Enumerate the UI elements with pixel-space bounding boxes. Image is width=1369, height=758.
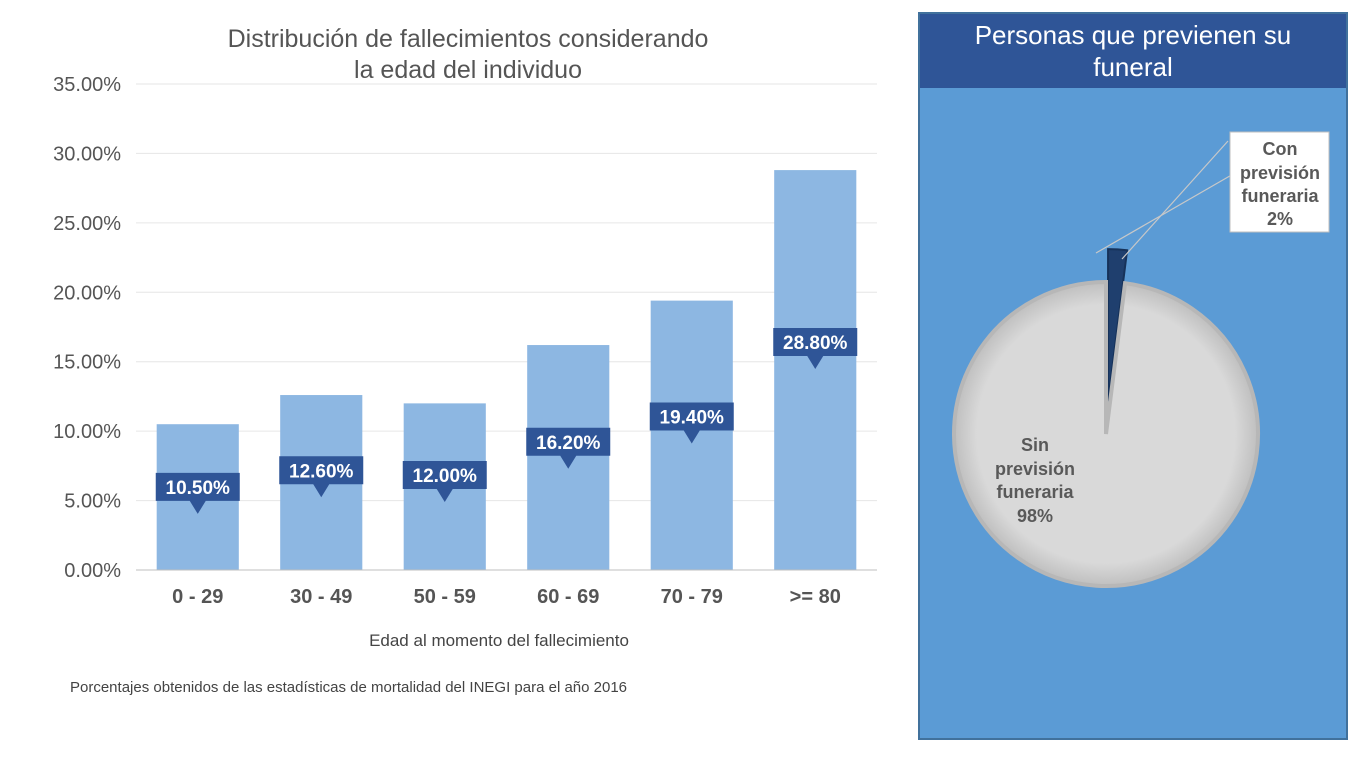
data-label-text: 28.80% <box>783 333 848 354</box>
data-label-box <box>155 472 240 514</box>
small-slice-label-line-2: previsión <box>1240 163 1320 183</box>
bars <box>156 170 857 570</box>
large-slice-label-line-2: previsión <box>995 459 1075 479</box>
data-label: 28.80% <box>773 328 858 370</box>
pie-slice <box>952 279 1260 588</box>
bar-chart-title-line-2: la edad del individuo <box>354 56 582 84</box>
large-slice-label-line-1: Sin <box>1021 435 1049 455</box>
x-tick-label: 50 - 59 <box>414 586 476 608</box>
x-tick-label: 0 - 29 <box>172 586 223 608</box>
y-tick-label: 15.00% <box>53 352 121 374</box>
data-label-box <box>402 461 487 503</box>
y-tick-label: 35.00% <box>53 74 121 96</box>
pie-slice <box>1107 248 1129 402</box>
data-label-text: 12.00% <box>413 466 478 487</box>
y-tick-label: 25.00% <box>53 213 121 235</box>
data-label: 12.60% <box>279 456 364 498</box>
data-label: 10.50% <box>155 472 240 514</box>
data-label-text: 19.40% <box>660 407 725 428</box>
data-label-box <box>649 402 734 444</box>
y-tick-label: 20.00% <box>53 282 121 304</box>
source-note: Porcentajes obtenidos de las estadística… <box>70 679 627 696</box>
data-label: 16.20% <box>526 427 611 469</box>
y-axis-ticks: 0.00% 5.00% 10.00% 15.00% 20.00% 25.00% 30.00%… <box>53 74 121 582</box>
x-axis-title: Edad al momento del fallecimiento <box>369 631 629 650</box>
x-axis-categories: 0 - 29 30 - 49 50 - 59 60 - 69 70 - 79 >= 80 <box>172 586 841 608</box>
data-label: 19.40% <box>649 402 734 444</box>
x-tick-label: >= 80 <box>790 586 841 608</box>
small-slice-label-box <box>1229 131 1330 233</box>
bar <box>774 170 857 570</box>
small-slice-label-line-4: 2% <box>1267 209 1293 229</box>
bar-chart-title-line-1: Distribución de fallecimientos considera… <box>228 25 709 53</box>
data-label-text: 12.60% <box>289 461 354 482</box>
pie-title-line-1: Personas que previenen su <box>975 20 1292 50</box>
x-tick-label: 30 - 49 <box>290 586 352 608</box>
y-tick-label: 10.00% <box>53 421 121 443</box>
data-label-text: 10.50% <box>166 478 231 499</box>
pie-title-line-2: funeral <box>1093 52 1173 82</box>
bar-chart: Distribución de fallecimientos considera… <box>53 25 877 696</box>
y-tick-label: 30.00% <box>53 143 121 165</box>
pie-panel-header <box>920 14 1346 88</box>
leader-line <box>1121 140 1229 260</box>
small-slice-label-line-1: Con <box>1263 139 1298 159</box>
data-label: 12.00% <box>402 461 487 503</box>
data-label-box <box>773 328 858 370</box>
data-labels: 10.50% 12.60% 12.00% 16.20% 19.40% 28.80% <box>155 328 858 514</box>
pie-panel: Personas que previenen su funeral Con pr… <box>918 12 1348 740</box>
data-label-box <box>279 456 364 498</box>
y-tick-label: 5.00% <box>64 491 121 513</box>
data-label-box <box>526 427 611 469</box>
leader-line <box>1095 172 1236 254</box>
data-label-text: 16.20% <box>536 433 601 454</box>
pie-slices <box>952 248 1260 588</box>
large-slice-label-line-3: funeraria <box>996 482 1074 502</box>
y-tick-label: 0.00% <box>64 560 121 582</box>
large-slice-label-line-4: 98% <box>1017 506 1053 526</box>
x-tick-label: 70 - 79 <box>661 586 723 608</box>
small-slice-label-line-3: funeraria <box>1241 186 1319 206</box>
gridlines <box>136 83 877 502</box>
x-tick-label: 60 - 69 <box>537 586 599 608</box>
